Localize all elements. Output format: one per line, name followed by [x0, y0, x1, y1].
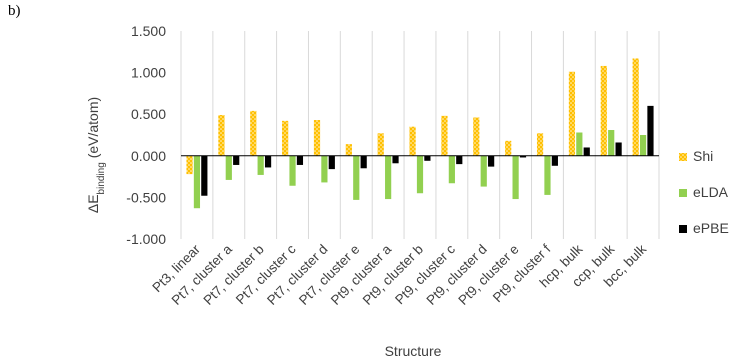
y-tick-label: -1.000 [126, 231, 166, 247]
bar-epbe [201, 155, 208, 196]
bar-shi [345, 144, 352, 156]
bars-layer [186, 58, 654, 209]
y-tick-labels: 1.500 1.000 0.500 0.000 -0.500 -1.000 [126, 23, 166, 247]
legend-label-elda: eLDA [693, 184, 729, 200]
bar-elda [289, 155, 296, 186]
bar-shi [441, 115, 448, 156]
bar-shi [536, 133, 544, 156]
bar-shi [632, 58, 639, 156]
bar-shi [282, 120, 289, 156]
panel-label: b) [8, 3, 21, 19]
bar-elda [193, 155, 201, 209]
bar-epbe [360, 155, 367, 169]
bar-epbe [264, 155, 272, 168]
bar-epbe [488, 155, 495, 167]
legend-swatch-elda [679, 189, 687, 197]
bar-shi [568, 71, 576, 156]
bar-epbe [233, 155, 240, 165]
bar-shi [186, 155, 193, 175]
bar-elda [416, 155, 424, 194]
y-tick-label: -0.500 [126, 189, 166, 205]
bar-elda [608, 130, 615, 156]
bar-shi [313, 120, 321, 156]
bar-epbe [583, 147, 590, 156]
legend-swatch-epbe [679, 225, 687, 233]
legend-swatch-shi [679, 153, 687, 161]
bar-elda [385, 155, 392, 200]
bar-elda [257, 155, 264, 175]
legend-label-epbe: ePBE [693, 220, 729, 236]
bar-elda [480, 155, 487, 187]
bar-elda [512, 155, 519, 200]
y-axis-title: ΔEbinding (eV/atom) [85, 97, 107, 213]
bar-epbe [615, 142, 622, 156]
bar-epbe [392, 155, 399, 164]
bar-epbe [456, 155, 463, 165]
bar-epbe [296, 155, 304, 165]
bar-shi [600, 65, 607, 156]
y-tick-label: 1.000 [131, 65, 166, 81]
bar-epbe [647, 105, 654, 156]
grid-layer [180, 31, 660, 239]
bar-shi [250, 110, 257, 156]
bar-elda [448, 155, 455, 184]
x-axis-title: Structure [385, 343, 442, 359]
y-tick-label: 0.000 [131, 148, 166, 164]
bar-epbe [551, 155, 558, 166]
bar-elda [639, 135, 647, 156]
bar-elda [544, 155, 551, 195]
bar-shi [409, 126, 416, 156]
bar-elda [225, 155, 232, 180]
bar-elda [576, 132, 583, 156]
legend-label-shi: Shi [693, 148, 713, 164]
bar-epbe [328, 155, 335, 170]
bar-shi [377, 133, 384, 156]
bar-shi [218, 115, 225, 156]
bar-elda [353, 155, 360, 200]
y-tick-label: 1.500 [131, 23, 166, 39]
bar-epbe [519, 155, 527, 158]
legend: Shi eLDA ePBE [679, 148, 729, 236]
bar-elda [321, 155, 328, 183]
bar-shi [505, 140, 512, 156]
y-tick-label: 0.500 [131, 106, 166, 122]
bar-shi [473, 117, 480, 156]
bar-epbe [424, 155, 431, 161]
